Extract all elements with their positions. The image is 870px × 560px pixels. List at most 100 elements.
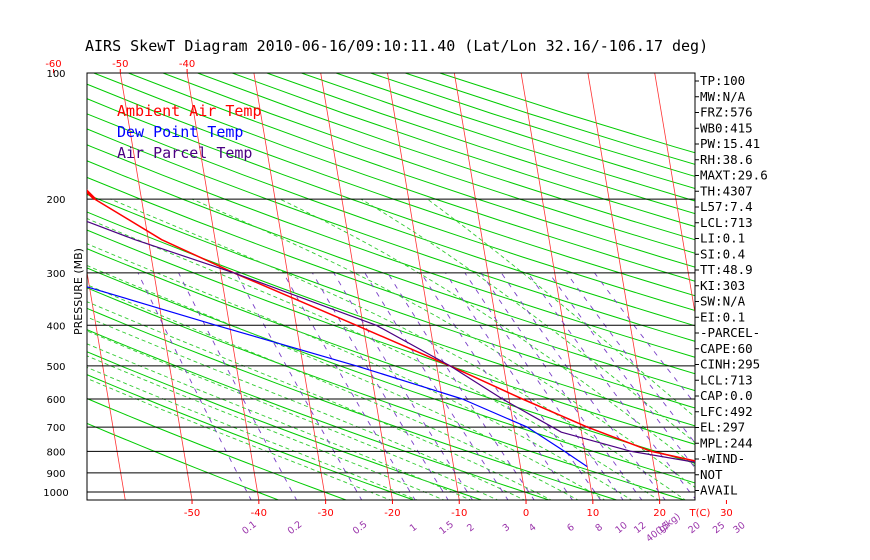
index-value: CAPE:60 xyxy=(700,341,753,356)
isotherm xyxy=(320,73,393,500)
sounding-series xyxy=(87,189,695,468)
dry-adiabat xyxy=(87,229,695,445)
mixing-ratio-line xyxy=(480,272,643,500)
dry-adiabat xyxy=(87,176,695,392)
pressure-tick-label: 100 xyxy=(46,69,65,80)
index-value: CAP:0.0 xyxy=(700,388,753,403)
legend-entry: Air Parcel Temp xyxy=(117,144,252,162)
legend-entry: Dew Point Temp xyxy=(117,123,243,141)
bottom-temperature-axis: -50 -40 -30 -20 -10 0 10 20 30 T(C) xyxy=(184,500,733,519)
index-value: MPL:244 xyxy=(700,435,753,450)
index-value: LI:0.1 xyxy=(700,231,745,246)
pressure-tick-label: 900 xyxy=(46,469,65,480)
mixing-ratio-label: 20 xyxy=(686,520,702,536)
index-value: KI:303 xyxy=(700,278,745,293)
isotherm xyxy=(654,73,695,316)
mixing-ratio-label: 3 xyxy=(501,522,513,534)
mixing-ratio-line xyxy=(464,272,624,500)
pressure-axis: 100 200 300 400 500 600 700 800 900 1000 xyxy=(43,69,68,499)
index-value: LCL:713 xyxy=(700,372,753,387)
mixing-ratio-line xyxy=(333,272,474,500)
isotherm xyxy=(587,73,661,500)
index-value: L57:7.4 xyxy=(700,199,753,214)
mixing-ratio-line xyxy=(420,272,574,500)
moist-adiabat xyxy=(87,243,633,500)
mixing-ratio-line xyxy=(527,272,695,500)
isotherm xyxy=(520,73,594,500)
dry-adiabat xyxy=(87,83,695,297)
moist-adiabat xyxy=(87,355,446,500)
moist-adiabat xyxy=(87,265,606,500)
bottom-tick-label: 10 xyxy=(586,508,599,519)
pressure-tick-label: 700 xyxy=(46,423,65,434)
isobar-lines xyxy=(86,72,696,501)
index-value: LCL:713 xyxy=(700,215,753,230)
index-value: TH:4307 xyxy=(700,183,753,198)
dry-adiabat xyxy=(87,160,695,375)
dry-adiabat xyxy=(87,211,695,427)
moist-adiabat xyxy=(87,316,526,500)
dry-adiabat xyxy=(87,128,695,342)
index-value: SI:0.4 xyxy=(700,246,745,261)
mixing-ratio-label: 1.5 xyxy=(437,519,456,537)
pressure-tick-label: 1000 xyxy=(43,488,68,499)
parcel-temp-line xyxy=(87,220,695,463)
bottom-tick-label: 0 xyxy=(523,508,529,519)
index-value: MAXT:29.6 xyxy=(700,168,768,183)
mixing-ratio-line xyxy=(178,272,298,500)
mixing-ratio-label: 0.2 xyxy=(286,519,305,537)
dry-adiabat xyxy=(87,248,695,464)
thermo-grid xyxy=(87,73,860,500)
legend: Ambient Air Temp Dew Point Temp Air Parcel… xyxy=(117,102,262,162)
moist-adiabat xyxy=(87,343,472,500)
isotherm xyxy=(186,73,260,500)
top-temperature-axis: -120-110-100-90-80-70-60-50-40 xyxy=(45,59,195,73)
moist-adiabat xyxy=(87,330,499,500)
top-tick-label: -40 xyxy=(179,59,195,70)
dry-adiabat xyxy=(335,73,695,189)
bottom-tick-label: -40 xyxy=(251,508,267,519)
dry-adiabat xyxy=(370,73,695,177)
bottom-tick-label: -10 xyxy=(451,508,467,519)
moist-adiabat xyxy=(427,198,695,418)
dry-adiabat xyxy=(162,73,695,254)
mixing-ratio-label: 6 xyxy=(565,522,577,534)
index-value: CINH:295 xyxy=(700,357,760,372)
pressure-tick-label: 400 xyxy=(46,321,65,332)
moist-adiabat xyxy=(360,198,695,444)
isotherm xyxy=(453,73,527,500)
pressure-tick-label: 600 xyxy=(46,395,65,406)
isotherm xyxy=(87,269,126,500)
moist-adiabat xyxy=(87,284,579,500)
index-value: AVAIL xyxy=(700,483,738,498)
moist-adiabat xyxy=(279,198,695,467)
moist-adiabat xyxy=(87,218,660,500)
dry-adiabat xyxy=(405,73,695,165)
bottom-tick-label: -30 xyxy=(317,508,333,519)
moist-adiabat xyxy=(87,377,392,500)
legend-entry: Ambient Air Temp xyxy=(117,102,262,120)
index-value: EL:297 xyxy=(700,420,745,435)
bottom-tick-label: 30 xyxy=(720,508,733,519)
isotherm xyxy=(253,73,327,500)
dry-adiabat xyxy=(87,307,619,500)
index-value: TT:48.9 xyxy=(700,262,753,277)
dry-adiabat xyxy=(93,73,695,282)
mixing-ratio-label: 2 xyxy=(465,522,477,534)
moist-adiabat xyxy=(87,366,419,500)
index-value: NOT xyxy=(700,467,723,482)
bottom-tick-label: -50 xyxy=(184,508,200,519)
moist-adiabat xyxy=(191,198,695,489)
index-value: WB0:415 xyxy=(700,120,753,135)
dewpoint-line xyxy=(87,286,588,468)
mixing-ratio-label: 10 xyxy=(613,520,629,536)
index-value: TP:100 xyxy=(700,73,745,88)
moist-adiabat xyxy=(110,198,687,500)
isotherm xyxy=(119,73,193,500)
dry-adiabat xyxy=(87,267,695,484)
dry-adiabat xyxy=(87,193,695,409)
dry-adiabat xyxy=(301,73,695,202)
index-value: LFC:492 xyxy=(700,404,753,419)
isotherm xyxy=(788,73,860,500)
